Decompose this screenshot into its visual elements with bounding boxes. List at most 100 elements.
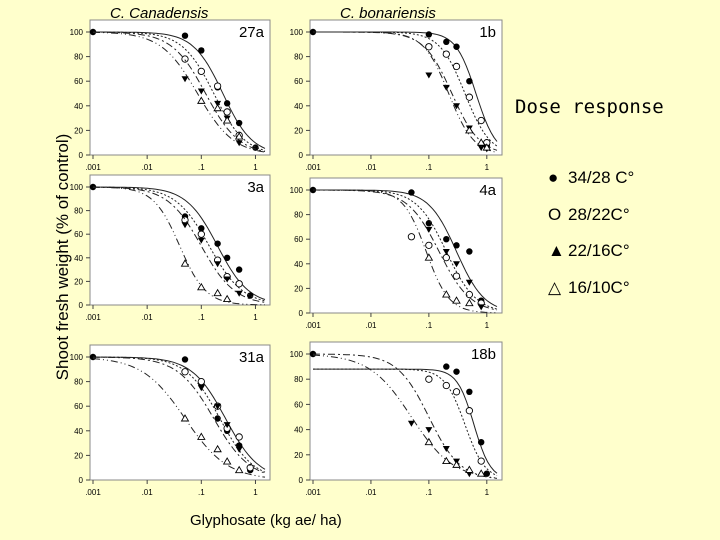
legend-item-16-10: △ 16/10C°: [548, 278, 630, 298]
data-point-open-triangle: [465, 126, 474, 134]
legend-item-22-16: ▲ 22/16C°: [548, 241, 630, 261]
data-point-filled-triangle: [197, 88, 205, 95]
data-point-open-circle: [477, 116, 485, 125]
y-tick-label: 0: [79, 151, 84, 160]
y-tick-label: 60: [74, 77, 83, 86]
y-tick-label: 20: [294, 451, 303, 460]
panel-label-4a: 4a: [479, 182, 496, 199]
data-point-filled-triangle: [181, 222, 189, 229]
data-point-filled-triangle: [181, 76, 189, 83]
x-tick-label: .001: [305, 488, 321, 497]
data-point-filled-triangle: [442, 84, 450, 91]
fit-curve-open-circle: [313, 368, 498, 477]
y-tick-label: 0: [79, 476, 84, 485]
x-tick-label: 1: [485, 163, 490, 172]
y-tick-label: 80: [294, 211, 303, 220]
data-point-open-triangle: [452, 296, 461, 304]
data-point-filled-triangle: [453, 103, 461, 110]
y-tick-label: 80: [74, 53, 83, 62]
data-point-filled-triangle: [477, 304, 485, 311]
data-point-filled-triangle: [214, 403, 222, 410]
data-point-open-circle: [223, 108, 231, 116]
y-tick-label: 100: [70, 28, 84, 37]
species-label-canadensis: C. Canadensis: [110, 5, 209, 22]
legend-item-28-22: O 28/22C°: [548, 205, 630, 225]
x-tick-label: .001: [85, 313, 101, 322]
data-point-open-circle: [452, 272, 461, 280]
y-tick-label: 20: [74, 277, 83, 286]
data-point-open-triangle: [197, 282, 206, 291]
data-point-filled-circle: [425, 31, 433, 38]
data-point-filled-triangle: [197, 237, 205, 244]
data-point-filled-circle: [477, 439, 485, 446]
y-tick-label: 20: [74, 126, 83, 135]
data-point-open-triangle: [424, 253, 434, 261]
data-point-open-triangle: [213, 444, 222, 453]
data-point-open-circle: [425, 43, 433, 51]
y-tick-label: 100: [70, 353, 84, 362]
data-point-open-triangle: [234, 465, 244, 474]
data-point-filled-circle: [214, 415, 221, 422]
data-point-open-triangle: [424, 437, 434, 446]
data-point-open-circle: [181, 368, 189, 376]
data-point-filled-circle: [425, 220, 433, 227]
data-point-filled-circle: [408, 189, 415, 196]
data-point-open-circle: [197, 67, 205, 76]
data-point-filled-circle: [198, 47, 205, 54]
data-point-filled-triangle: [235, 446, 243, 453]
data-point-open-circle: [442, 253, 450, 262]
data-point-open-circle: [465, 93, 474, 101]
data-point-open-circle: [425, 241, 433, 250]
data-point-open-triangle: [452, 460, 461, 468]
data-point-filled-triangle: [407, 420, 415, 427]
x-tick-label: .01: [142, 488, 154, 497]
data-point-open-triangle: [180, 259, 190, 267]
data-point-filled-triangle: [442, 446, 450, 452]
data-point-filled-circle: [198, 225, 205, 232]
x-tick-label: .1: [198, 313, 205, 322]
fit-curve-filled-circle: [313, 368, 498, 474]
y-tick-label: 0: [79, 301, 84, 310]
data-point-filled-triangle: [465, 279, 473, 286]
data-point-filled-triangle: [235, 290, 243, 297]
data-point-filled-circle: [443, 363, 450, 370]
legend-label: 28/22C°: [568, 205, 630, 224]
data-point-open-triangle: [465, 298, 474, 307]
x-tick-label: .01: [142, 163, 154, 172]
y-tick-label: 60: [74, 230, 83, 239]
legend-label: 34/28 C°: [568, 168, 635, 187]
data-point-open-triangle: [442, 456, 451, 465]
data-point-open-circle: [235, 433, 243, 441]
fit-curve-filled-triangle: [313, 353, 498, 479]
data-point-filled-triangle: [425, 427, 433, 434]
x-tick-label: .1: [426, 488, 433, 497]
data-point-open-triangle: [222, 294, 232, 303]
data-point-open-triangle: [476, 469, 486, 477]
data-point-open-circle: [442, 50, 450, 58]
y-tick-label: 80: [74, 207, 83, 216]
plot-area-18b: [309, 341, 503, 481]
x-tick-label: 1: [253, 163, 258, 172]
y-tick-label: 20: [294, 284, 303, 293]
x-tick-label: .01: [142, 313, 154, 322]
data-point-filled-circle: [466, 78, 473, 85]
data-point-open-circle: [452, 62, 461, 71]
data-point-filled-circle: [223, 254, 231, 261]
y-tick-label: 100: [290, 186, 304, 195]
y-tick-label: 40: [74, 102, 83, 111]
x-tick-label: 1: [253, 313, 258, 322]
y-tick-label: 20: [294, 126, 303, 135]
y-tick-label: 60: [74, 402, 83, 411]
data-point-filled-triangle: [223, 422, 231, 429]
y-tick-label: 80: [294, 375, 303, 384]
data-point-open-circle: [465, 407, 474, 415]
plot-area-1b: [309, 19, 503, 156]
data-point-filled-triangle: [425, 226, 433, 233]
panel-label-3a: 3a: [247, 179, 264, 196]
fit-curve-open-triangle: [92, 358, 266, 478]
data-point-filled-triangle: [214, 100, 222, 107]
y-tick-label: 100: [290, 350, 304, 359]
data-point-open-circle: [477, 457, 485, 465]
x-tick-label: .01: [365, 163, 377, 172]
panel-label-31a: 31a: [239, 349, 265, 366]
